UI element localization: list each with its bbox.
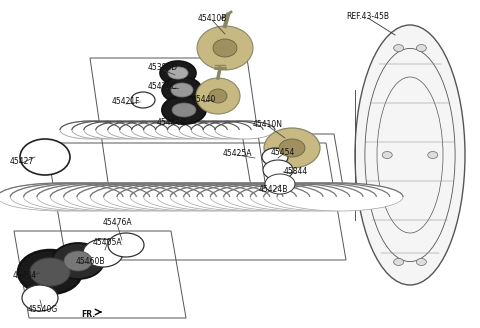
Ellipse shape bbox=[196, 78, 240, 114]
Ellipse shape bbox=[162, 96, 206, 124]
Text: 45454: 45454 bbox=[271, 148, 295, 157]
Ellipse shape bbox=[171, 83, 193, 97]
Text: 45484: 45484 bbox=[13, 271, 37, 280]
Ellipse shape bbox=[162, 77, 202, 103]
Ellipse shape bbox=[0, 183, 123, 211]
Text: 45426C: 45426C bbox=[147, 82, 177, 91]
Ellipse shape bbox=[20, 139, 70, 175]
Ellipse shape bbox=[251, 183, 376, 211]
Text: FR.: FR. bbox=[81, 310, 95, 319]
Ellipse shape bbox=[24, 183, 150, 211]
Ellipse shape bbox=[160, 61, 196, 85]
Ellipse shape bbox=[197, 183, 323, 211]
Ellipse shape bbox=[108, 121, 168, 139]
Ellipse shape bbox=[263, 160, 293, 180]
Ellipse shape bbox=[50, 183, 176, 211]
Ellipse shape bbox=[144, 121, 204, 139]
Ellipse shape bbox=[279, 139, 305, 157]
Ellipse shape bbox=[416, 45, 426, 51]
Text: 45460B: 45460B bbox=[75, 257, 105, 266]
Text: 45427: 45427 bbox=[10, 157, 34, 166]
Ellipse shape bbox=[90, 183, 216, 211]
Ellipse shape bbox=[131, 183, 256, 211]
Ellipse shape bbox=[203, 121, 263, 139]
Ellipse shape bbox=[168, 67, 188, 79]
Text: 45444B: 45444B bbox=[156, 118, 186, 127]
Ellipse shape bbox=[264, 128, 320, 168]
Ellipse shape bbox=[52, 243, 104, 279]
Ellipse shape bbox=[191, 121, 251, 139]
Ellipse shape bbox=[120, 121, 180, 139]
Ellipse shape bbox=[394, 45, 404, 51]
Text: 45421F: 45421F bbox=[112, 97, 140, 106]
Ellipse shape bbox=[237, 183, 363, 211]
Text: 45424B: 45424B bbox=[258, 185, 288, 194]
Ellipse shape bbox=[262, 148, 288, 166]
Ellipse shape bbox=[18, 250, 82, 294]
Ellipse shape bbox=[179, 121, 239, 139]
Text: 45410N: 45410N bbox=[253, 120, 283, 129]
Ellipse shape bbox=[213, 39, 237, 57]
Ellipse shape bbox=[77, 183, 203, 211]
Ellipse shape bbox=[37, 183, 163, 211]
Text: 45440: 45440 bbox=[192, 95, 216, 104]
Ellipse shape bbox=[157, 183, 283, 211]
Ellipse shape bbox=[355, 25, 465, 285]
Ellipse shape bbox=[416, 258, 426, 265]
Ellipse shape bbox=[30, 258, 70, 286]
Text: 45405A: 45405A bbox=[92, 238, 122, 247]
Ellipse shape bbox=[144, 183, 270, 211]
Ellipse shape bbox=[64, 251, 92, 271]
Ellipse shape bbox=[428, 152, 438, 158]
Ellipse shape bbox=[184, 183, 310, 211]
Ellipse shape bbox=[394, 258, 404, 265]
Ellipse shape bbox=[104, 183, 229, 211]
Ellipse shape bbox=[83, 239, 123, 267]
Text: 45540G: 45540G bbox=[28, 305, 58, 314]
Ellipse shape bbox=[224, 183, 349, 211]
Ellipse shape bbox=[108, 233, 144, 257]
Ellipse shape bbox=[84, 121, 144, 139]
Ellipse shape bbox=[197, 26, 253, 70]
Ellipse shape bbox=[131, 92, 155, 108]
Text: 45386D: 45386D bbox=[148, 63, 178, 72]
Ellipse shape bbox=[72, 121, 132, 139]
Ellipse shape bbox=[277, 183, 403, 211]
Ellipse shape bbox=[382, 152, 392, 158]
Ellipse shape bbox=[209, 89, 227, 103]
Ellipse shape bbox=[132, 121, 192, 139]
Ellipse shape bbox=[22, 285, 58, 311]
Ellipse shape bbox=[172, 103, 196, 117]
Ellipse shape bbox=[210, 183, 336, 211]
Text: REF.43-45B: REF.43-45B bbox=[347, 12, 389, 21]
Ellipse shape bbox=[11, 183, 136, 211]
Ellipse shape bbox=[170, 183, 296, 211]
Ellipse shape bbox=[215, 121, 275, 139]
Text: 45425A: 45425A bbox=[222, 149, 252, 158]
Ellipse shape bbox=[64, 183, 190, 211]
Text: 45410B: 45410B bbox=[197, 14, 227, 23]
Ellipse shape bbox=[96, 121, 156, 139]
Ellipse shape bbox=[265, 174, 295, 194]
Text: 45844: 45844 bbox=[284, 167, 308, 176]
Text: 45476A: 45476A bbox=[102, 218, 132, 227]
Ellipse shape bbox=[156, 121, 216, 139]
Ellipse shape bbox=[60, 121, 120, 139]
Ellipse shape bbox=[264, 183, 390, 211]
Ellipse shape bbox=[168, 121, 228, 139]
Ellipse shape bbox=[117, 183, 243, 211]
